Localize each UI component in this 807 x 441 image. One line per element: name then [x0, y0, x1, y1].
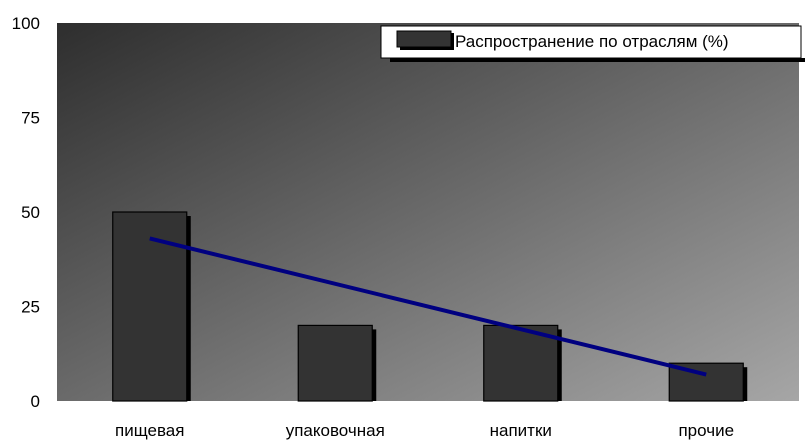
y-axis: 0 25 50 75 100: [12, 14, 40, 411]
legend-label: Распространение по отраслям (%): [455, 32, 729, 51]
bar: [297, 324, 373, 402]
bar: [483, 324, 559, 402]
trendline: [149, 236, 707, 377]
y-tick-label: 25: [21, 298, 40, 317]
y-tick-label: 0: [31, 392, 40, 411]
y-tick-label: 100: [12, 14, 40, 33]
x-tick-label: пищевая: [115, 421, 184, 440]
x-tick-label: напитки: [490, 421, 552, 440]
x-tick-label: упаковочная: [286, 421, 385, 440]
trendline-group: [149, 236, 707, 377]
y-tick-label: 50: [21, 203, 40, 222]
legend: Распространение по отраслям (%): [380, 25, 805, 62]
x-axis: пищевая упаковочная напитки прочие: [115, 421, 734, 440]
legend-box-shadow: [390, 58, 805, 62]
legend-swatch: [396, 30, 452, 48]
x-tick-label: прочие: [678, 421, 734, 440]
y-tick-label: 75: [21, 109, 40, 128]
